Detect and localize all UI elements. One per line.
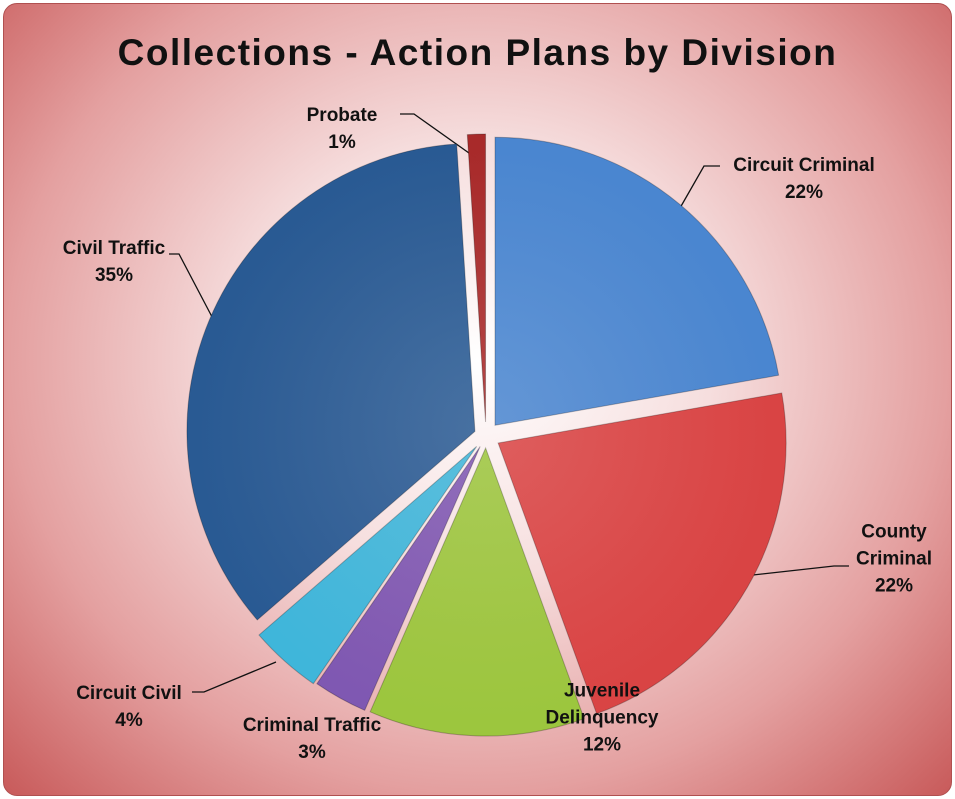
label-text: Circuit Civil [76,683,182,704]
leader-line [400,113,477,159]
label-text: 1% [328,132,356,153]
label-text: Civil Traffic [62,238,166,259]
pie-slice [316,446,481,711]
label-text: County Criminal [855,521,933,570]
label-text: Criminal Traffic [242,715,382,736]
slice-label: Civil Traffic 35% [63,235,165,289]
slice-label: Juvenile Delinquency 12% [542,678,662,759]
label-text: 35% [94,265,134,286]
pie-slice [369,446,585,737]
label-text: 12% [582,734,622,756]
chart: Collections - Action Plans by Division C… [3,3,952,796]
leader-line [671,165,720,223]
pie-slice [494,136,780,426]
pie-slice [497,392,787,715]
leader-line [169,253,222,335]
slice-label: Circuit Civil 4% [76,680,182,734]
plot [169,113,849,737]
pie-slice [186,143,476,621]
label-text: Probate [306,105,378,126]
leader-line [743,565,849,577]
leader-lines [169,113,849,693]
slice-label: Probate 1% [307,102,378,156]
slice-label: County Criminal 22% [834,519,951,600]
label-text: Circuit Criminal [733,155,875,176]
label-text: 3% [298,742,326,763]
leader-line [192,661,277,693]
pie-slice [466,133,487,423]
slice-label: Circuit Criminal 22% [733,152,874,206]
label-text: 22% [784,182,824,203]
chart-title: Collections - Action Plans by Division [117,32,838,73]
label-text: 4% [115,710,143,731]
label-text: 22% [874,575,914,597]
slice-label: Criminal Traffic 3% [243,712,381,766]
label-text: Juvenile Delinquency [545,680,659,729]
pie-slice [258,446,478,685]
